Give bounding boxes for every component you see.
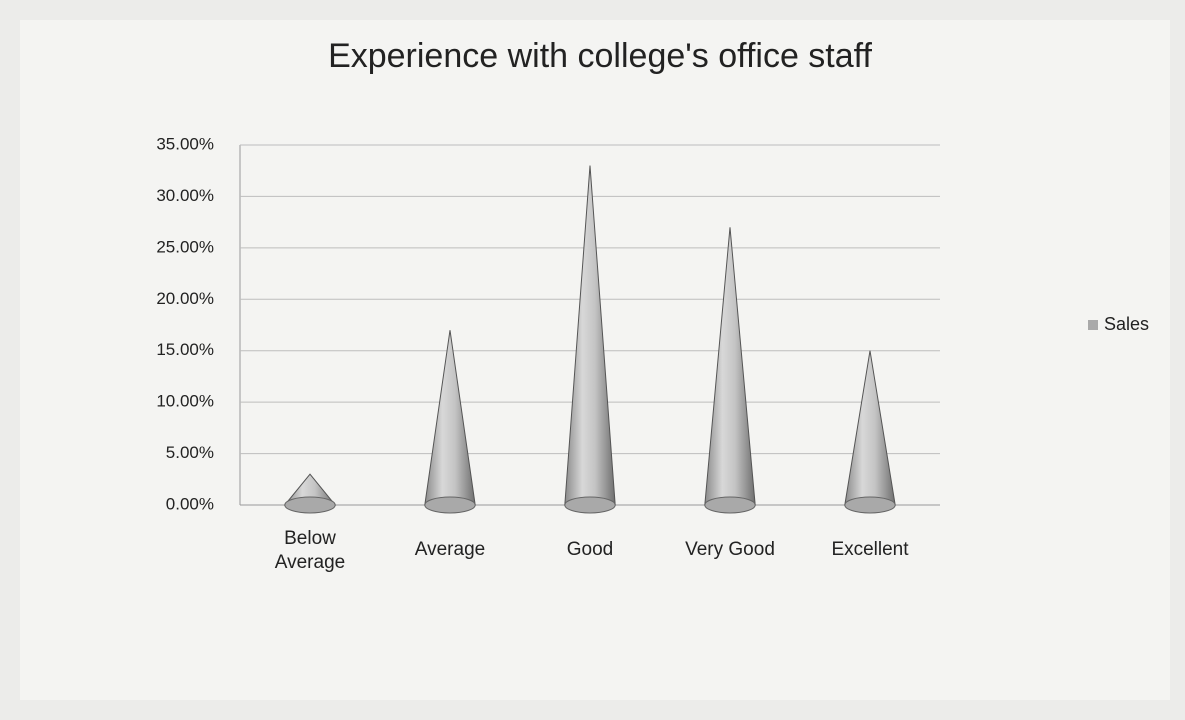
- x-tick-label: Good: [567, 539, 613, 560]
- y-tick-label: 5.00%: [166, 443, 214, 462]
- cone-base: [424, 496, 476, 514]
- cone-base: [844, 496, 896, 514]
- legend-swatch: [1088, 320, 1098, 330]
- x-tick-label: Below Average: [275, 528, 345, 573]
- x-tick-line: Very Good: [685, 539, 775, 560]
- x-tick-line: Average: [275, 552, 345, 573]
- x-tick-line: Excellent: [831, 539, 909, 560]
- y-tick-label: 0.00%: [166, 494, 214, 513]
- chart-title: Experience with college's office staff: [328, 37, 872, 75]
- y-tick-label: 35.00%: [156, 134, 214, 153]
- y-tick-label: 20.00%: [156, 289, 214, 308]
- y-tick-label: 15.00%: [156, 340, 214, 359]
- legend-label: Sales: [1104, 314, 1149, 334]
- cone-base: [704, 496, 756, 514]
- x-tick-line: Average: [415, 539, 485, 560]
- x-tick-label: Average: [415, 539, 485, 560]
- x-tick-label: Very Good: [685, 539, 775, 560]
- x-tick-line: Below: [284, 528, 336, 549]
- y-tick-label: 10.00%: [156, 392, 214, 411]
- y-tick-label: 25.00%: [156, 237, 214, 256]
- y-tick-label: 30.00%: [156, 186, 214, 205]
- x-tick-label: Excellent: [831, 539, 909, 560]
- cone-base: [284, 496, 336, 514]
- x-tick-line: Good: [567, 539, 613, 560]
- cone-base: [564, 496, 616, 514]
